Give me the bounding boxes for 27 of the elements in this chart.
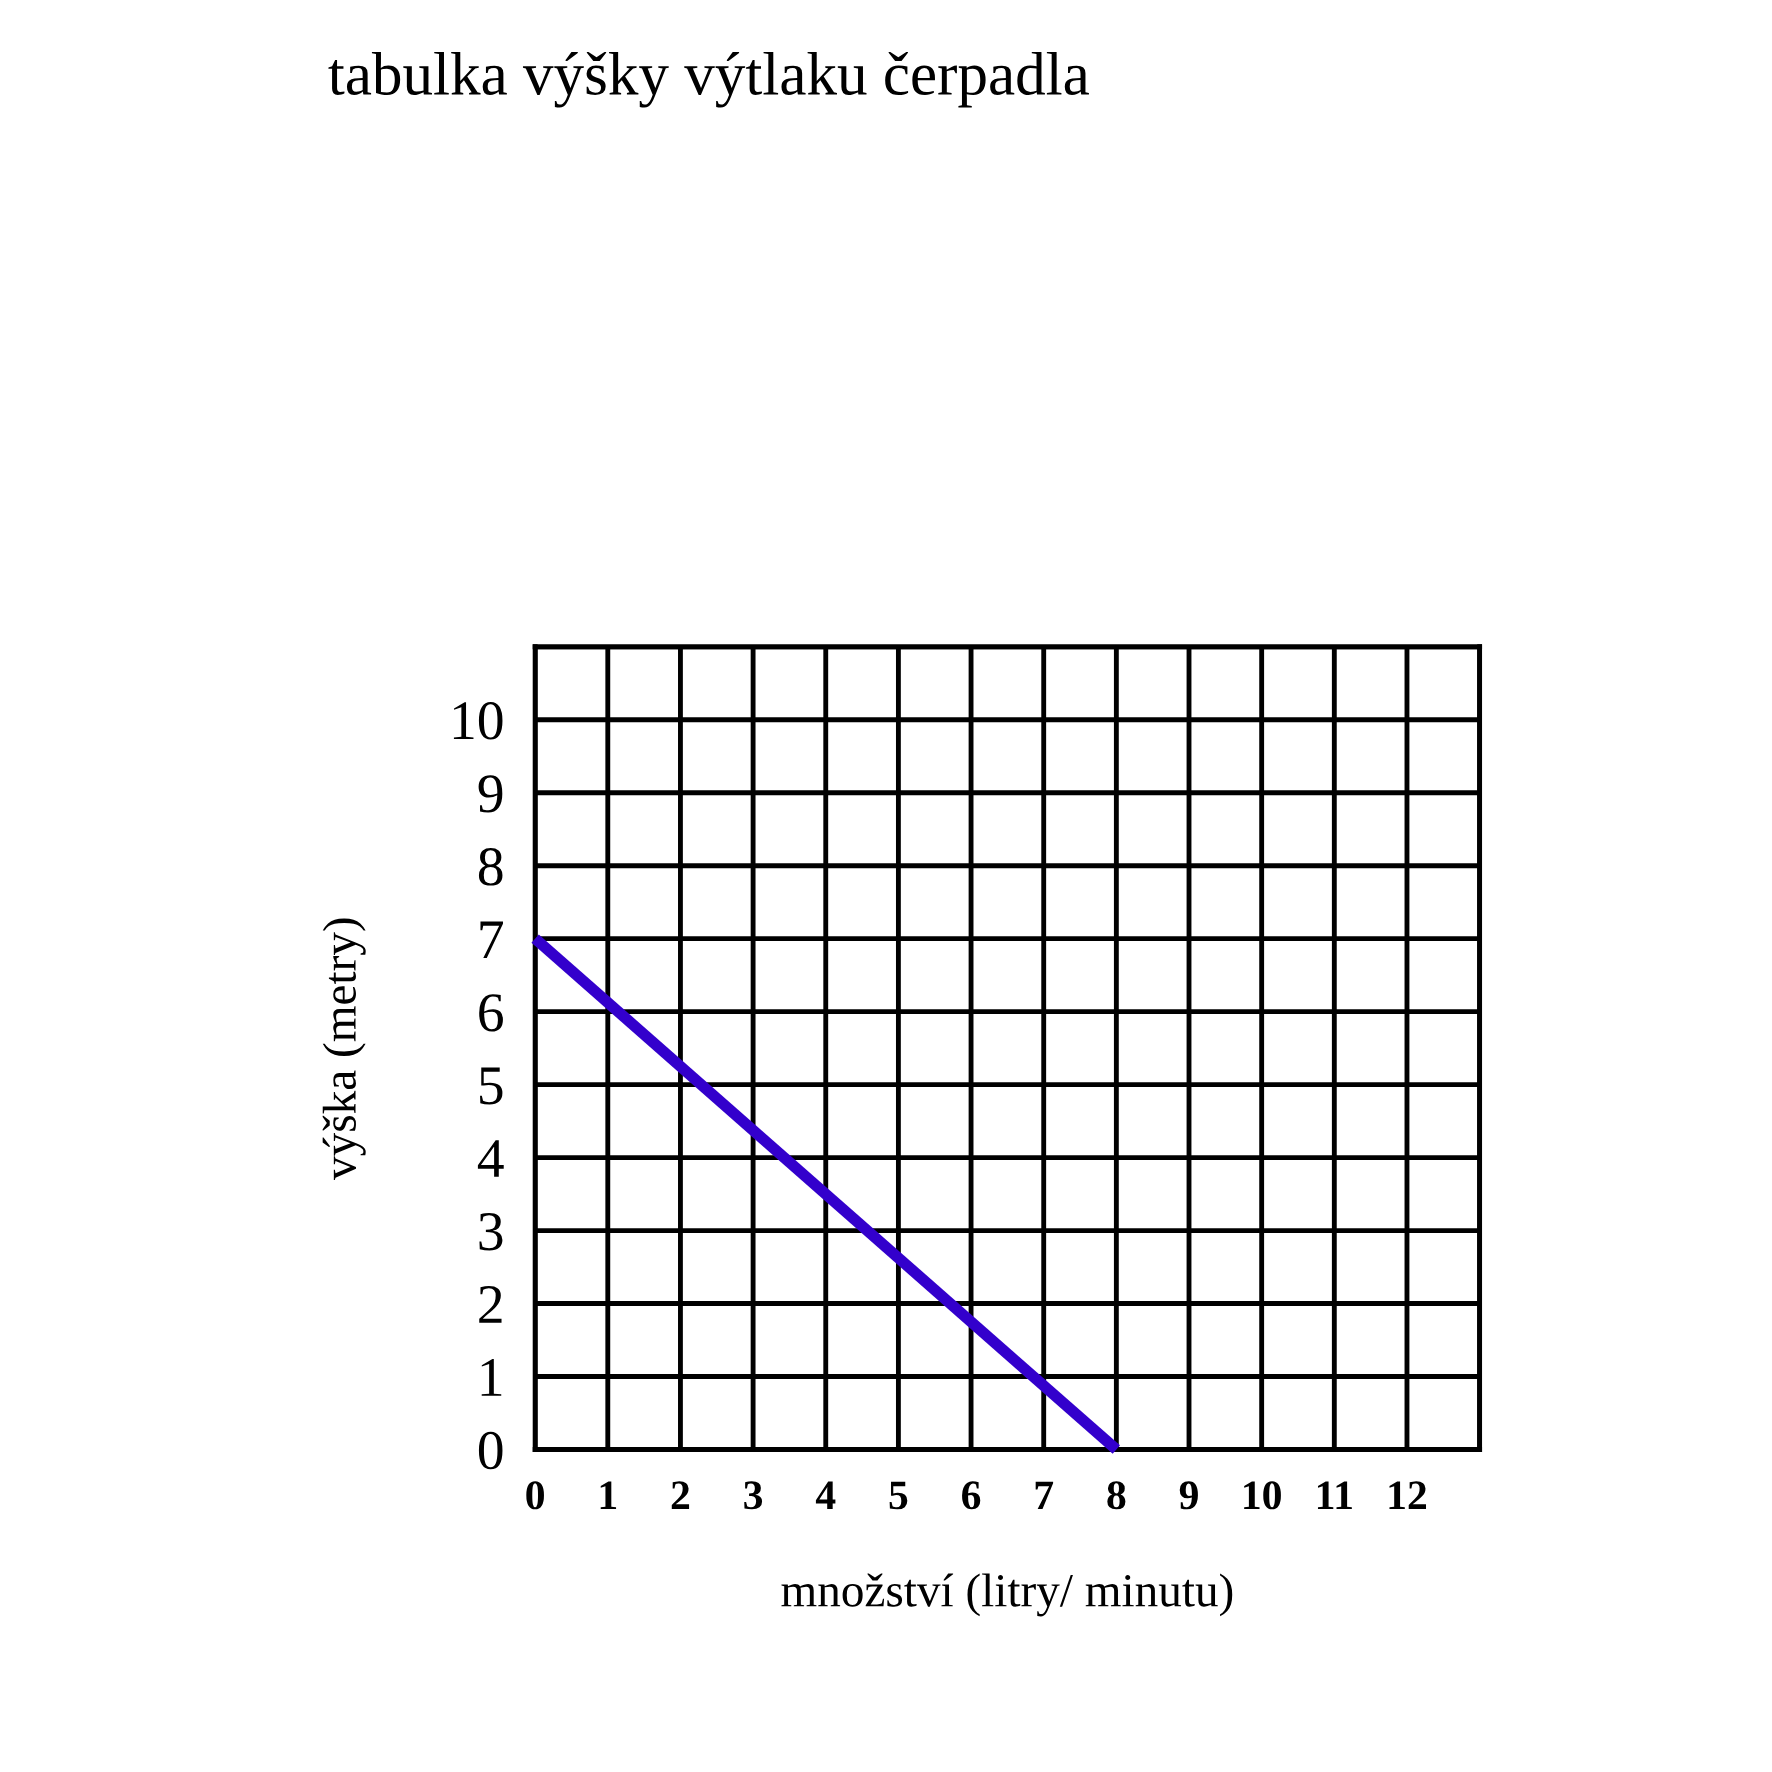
x-tick-label: 3 (744, 1481, 763, 1510)
x-tick-label: 5 (889, 1481, 908, 1510)
x-tick-label: 8 (1107, 1481, 1126, 1510)
y-tick-label: 6 (479, 994, 503, 1032)
x-tick-label: 12 (1389, 1481, 1427, 1509)
x-tick-label: 10 (1244, 1481, 1281, 1510)
x-tick-label: 9 (1179, 1481, 1198, 1510)
x-tick-label: 0 (526, 1481, 544, 1510)
y-tick-label: 4 (477, 1140, 504, 1177)
chart-title: tabulka výšky výtlaku čerpadla (328, 51, 1089, 108)
y-tick-label: 0 (478, 1431, 503, 1470)
x-axis-title: množství (litry/ minutu) (781, 1573, 1233, 1617)
x-tick-label: 11 (1317, 1481, 1352, 1509)
x-tick-label: 1 (600, 1481, 617, 1509)
y-tick-label: 3 (479, 1213, 503, 1251)
y-tick-label: 9 (478, 775, 503, 813)
y-tick-label: 8 (478, 848, 503, 886)
x-tick-label: 6 (962, 1481, 981, 1510)
y-tick-label: 5 (480, 1067, 503, 1105)
y-tick-label: 1 (481, 1359, 502, 1396)
y-axis-title: výška (metry) (322, 918, 366, 1180)
x-tick-label: 7 (1035, 1481, 1054, 1509)
x-tick-label: 4 (815, 1481, 836, 1509)
y-tick-label: 7 (480, 921, 503, 958)
y-tick-label: 2 (479, 1286, 502, 1323)
y-tick-label: 10 (453, 702, 503, 740)
x-tick-label: 2 (671, 1481, 690, 1509)
